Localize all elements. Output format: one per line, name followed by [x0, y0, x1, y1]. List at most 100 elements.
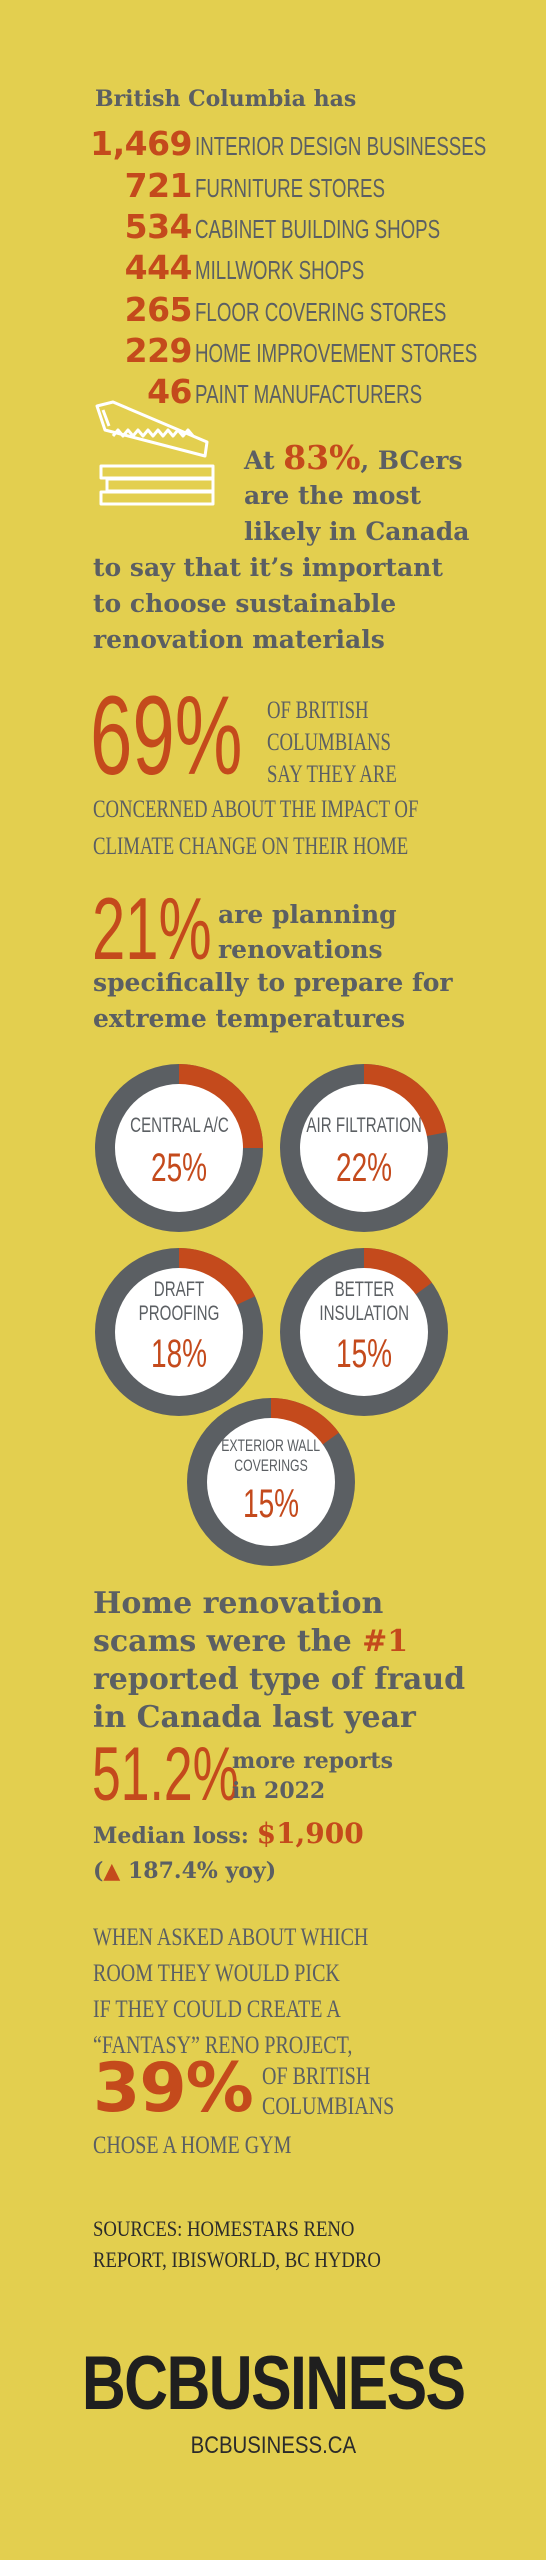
stat-value: 534	[124, 207, 193, 246]
donut-ring	[95, 1248, 263, 1416]
donut-label-line: AIR FILTRATION	[306, 1114, 422, 1137]
planning-below-text: specifically to prepare for extreme temp…	[93, 965, 453, 1037]
stat-label: FLOOR COVERING STORES	[195, 297, 447, 327]
gym-side-line: COLUMBIANS	[262, 2093, 395, 2120]
sustainable-line4: to say that it’s important	[93, 553, 443, 582]
donut-label-line: PROOFING	[138, 1302, 220, 1325]
donut-hole	[207, 1418, 335, 1546]
donut-ring	[187, 1398, 355, 1566]
donut-air-filtration: AIR FILTRATION 22%	[278, 1062, 450, 1234]
donut-value: 22%	[278, 1146, 450, 1191]
donut-value: 18%	[93, 1332, 265, 1377]
donut-hole	[115, 1084, 243, 1212]
sustainable-percent: 83%	[283, 438, 361, 477]
climate-side-line: COLUMBIANS	[267, 729, 391, 756]
donut-better-insulation: BETTER INSULATION 15%	[278, 1246, 450, 1418]
stat-row: 444 MILLWORK SHOPS	[0, 248, 546, 290]
website-link[interactable]: BCBUSINESS.CA	[0, 2432, 546, 2460]
yoy-text: 187.4% yoy)	[120, 1858, 277, 1884]
scams-heading: Home renovation scams were the #1 report…	[93, 1585, 465, 1737]
scams-line: in Canada last year	[93, 1700, 416, 1735]
stat-label: INTERIOR DESIGN BUSINESSES	[195, 131, 487, 161]
stat-label: MILLWORK SHOPS	[195, 255, 365, 285]
donut-label: DRAFT PROOFING	[93, 1278, 265, 1326]
stat-value: 721	[124, 166, 193, 205]
gym-side-line: OF BRITISH	[262, 2063, 371, 2090]
donut-central-ac: CENTRAL A/C 25%	[93, 1062, 265, 1234]
donut-draft-proofing: DRAFT PROOFING 18%	[93, 1246, 265, 1418]
planning-percent: 21%	[92, 879, 212, 978]
stat-value: 444	[124, 248, 193, 287]
donut-value-text: 25%	[150, 1146, 208, 1190]
sources-line: REPORT, IBISWORLD, BC HYDRO	[93, 2247, 381, 2272]
donut-label-line: CENTRAL A/C	[129, 1114, 229, 1137]
donut-label: EXTERIOR WALL COVERINGS	[185, 1436, 357, 1476]
reports-side-text: more reports in 2022	[232, 1746, 393, 1806]
donut-hole	[300, 1268, 428, 1396]
donut-ring	[280, 1064, 448, 1232]
donut-label: CENTRAL A/C	[93, 1114, 265, 1138]
yoy-change: (▲ 187.4% yoy)	[93, 1858, 276, 1884]
climate-below-text: CONCERNED ABOUT THE IMPACT OF CLIMATE CH…	[93, 791, 418, 865]
sustainable-line3: likely in Canada	[244, 517, 470, 546]
donut-value: 15%	[185, 1482, 357, 1527]
stat-label: CABINET BUILDING SHOPS	[195, 214, 441, 244]
intro-text: British Columbia has	[95, 86, 357, 112]
planning-side-text: are planning renovations	[218, 897, 397, 967]
sustainable-prefix: At	[244, 446, 284, 475]
donut-value-text: 22%	[335, 1146, 393, 1190]
reports-percent: 51.2%	[92, 1732, 239, 1817]
planning-side-line: are planning	[218, 900, 397, 929]
planning-below-line: extreme temperatures	[93, 1004, 406, 1033]
donut-value-text: 15%	[242, 1482, 300, 1526]
climate-side-line: OF BRITISH	[267, 697, 369, 724]
logo-text: BCBUSINESS	[81, 2341, 466, 2426]
median-loss: Median loss: $1,900	[93, 1817, 364, 1850]
median-label: Median loss:	[93, 1823, 257, 1849]
stat-row: 534 CABINET BUILDING SHOPS	[0, 207, 546, 249]
stat-row: 229 HOME IMPROVEMENT STORES	[0, 331, 546, 373]
scams-line2-text: scams were the	[93, 1624, 363, 1659]
scams-line: scams were the #1	[93, 1623, 465, 1661]
stat-row: 721 FURNITURE STORES	[0, 166, 546, 208]
donut-value: 15%	[278, 1332, 450, 1377]
sustainable-line1: At 83%, BCers	[244, 440, 463, 479]
saw-and-lumber-icon	[93, 400, 221, 513]
stat-label: HOME IMPROVEMENT STORES	[195, 338, 478, 368]
climate-below-line: CLIMATE CHANGE ON THEIR HOME	[93, 833, 409, 860]
climate-side-line: SAY THEY ARE	[267, 761, 397, 788]
donut-value: 25%	[93, 1146, 265, 1191]
scams-line: Home renovation	[93, 1586, 384, 1621]
gym-below-text: CHOSE A HOME GYM	[93, 2132, 292, 2159]
donut-ring	[95, 1064, 263, 1232]
donut-label: BETTER INSULATION	[278, 1278, 450, 1326]
fantasy-line: ROOM THEY WOULD PICK	[93, 1960, 340, 1987]
stat-row: 46 PAINT MANUFACTURERS	[0, 372, 546, 414]
donut-hole	[300, 1084, 428, 1212]
stat-row: 265 FLOOR COVERING STORES	[0, 290, 546, 332]
stat-value: 265	[124, 290, 193, 329]
donut-label-line: INSULATION	[319, 1302, 409, 1325]
donut-value-text: 18%	[150, 1332, 208, 1376]
donut-value-text: 15%	[335, 1332, 393, 1376]
stat-label: PAINT MANUFACTURERS	[195, 379, 423, 409]
scams-line: reported type of fraud	[93, 1662, 466, 1697]
donut-label: AIR FILTRATION	[278, 1114, 450, 1138]
up-arrow-icon: ▲	[103, 1858, 121, 1884]
bcbusiness-logo: BCBUSINESS	[0, 2340, 546, 2427]
donut-label-line: COVERINGS	[234, 1456, 308, 1475]
fantasy-line: WHEN ASKED ABOUT WHICH	[93, 1924, 369, 1951]
sustainable-line2: are the most	[244, 481, 422, 510]
planning-side-line: renovations	[218, 935, 383, 964]
sustainable-line6: renovation materials	[93, 625, 385, 654]
yoy-open: (	[93, 1858, 104, 1884]
reports-line: more reports	[232, 1748, 393, 1774]
stat-value: 46	[147, 372, 192, 411]
sustainable-line1-rest: , BCers	[360, 446, 463, 475]
gym-percent: 39%	[93, 2049, 254, 2128]
donut-label-line: BETTER	[334, 1278, 394, 1301]
donut-ring	[280, 1248, 448, 1416]
stat-label: FURNITURE STORES	[195, 173, 385, 203]
climate-percent: 69%	[90, 673, 243, 798]
median-value: $1,900	[256, 1817, 364, 1850]
